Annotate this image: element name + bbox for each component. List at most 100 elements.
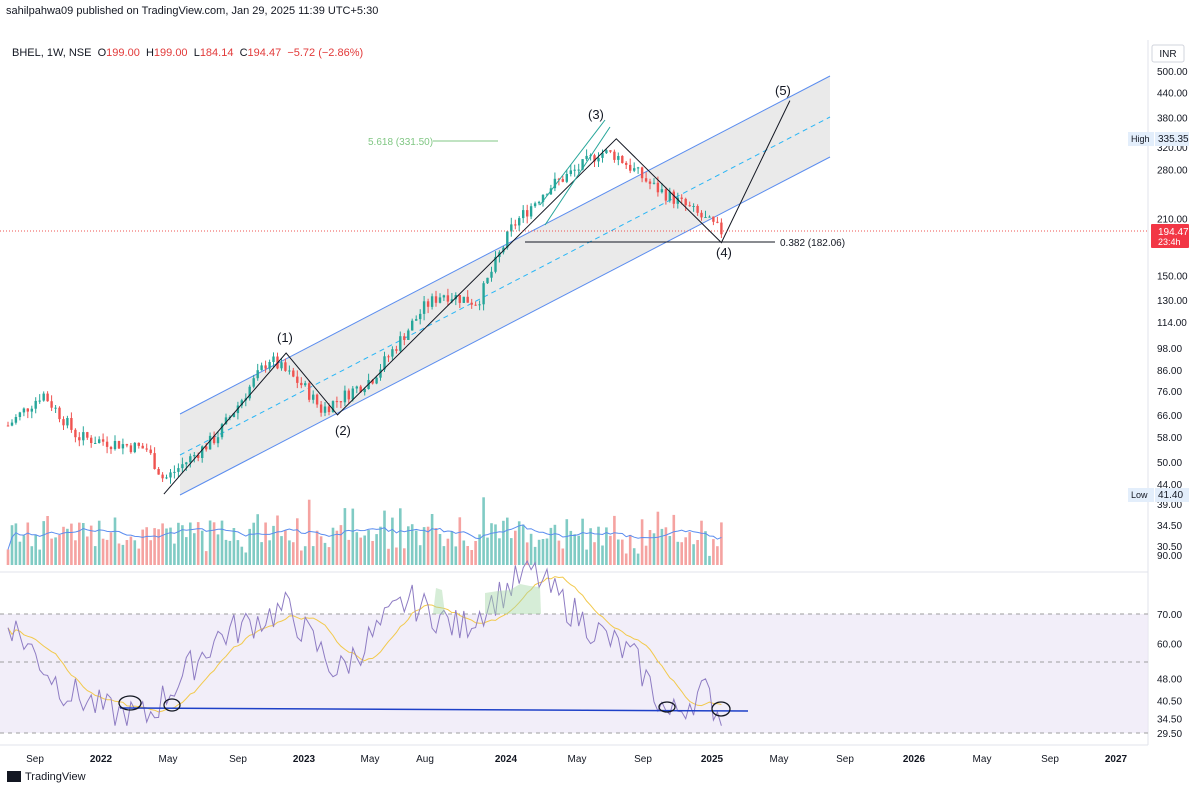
volume-bar [593, 542, 596, 565]
fib-extension-label: 5.618 (331.50) [368, 137, 433, 148]
volume-bar [78, 522, 81, 565]
candle-body [177, 468, 180, 472]
candle-body [181, 464, 184, 469]
time-tick-label: 2027 [1105, 754, 1128, 765]
volume-bar [70, 523, 73, 565]
close-label-legend: C [239, 47, 248, 59]
volume-bar [692, 544, 695, 565]
candle-body [371, 380, 374, 384]
currency-label: INR [1159, 49, 1176, 60]
brand-footer[interactable]: TradingView [7, 771, 86, 783]
volume-bar [141, 529, 144, 565]
elliott-wave-line [163, 100, 791, 495]
candle-body [125, 444, 129, 446]
price-tick-label: 114.00 [1157, 318, 1187, 329]
volume-bar [212, 522, 216, 565]
candle-body [545, 194, 549, 196]
candle-body [434, 296, 438, 303]
time-tick-label: 2025 [701, 754, 724, 765]
candle-body [474, 304, 477, 306]
candle-body [688, 205, 691, 207]
volume-bar [165, 528, 168, 565]
symbol-label[interactable]: BHEL, 1W, NSE [12, 47, 92, 59]
candle-body [284, 362, 287, 371]
candle-body [518, 218, 521, 226]
price-tick-label: 440.00 [1157, 89, 1188, 100]
volume-bar [478, 534, 481, 565]
candle-body [70, 418, 73, 430]
candle-body [712, 216, 715, 222]
rsi-tick-label: 29.50 [1157, 729, 1182, 740]
candle-body [526, 210, 529, 217]
time-tick-label: 2026 [903, 754, 926, 765]
candle-body [280, 362, 283, 369]
volume-bar [42, 521, 45, 565]
volume-bar [704, 531, 707, 565]
candle-body [351, 388, 354, 400]
high-label-box [1128, 132, 1154, 146]
volume-bar [462, 540, 466, 565]
candle-body [700, 212, 703, 218]
candle-body [161, 474, 164, 479]
volume-bar [351, 508, 355, 565]
currency-box[interactable] [1151, 44, 1185, 63]
volume-bar [315, 530, 319, 565]
candle-body [308, 383, 311, 400]
candle-body [573, 169, 576, 171]
volume-bar [343, 508, 347, 565]
volume-bar [284, 530, 287, 565]
volume-bar [450, 531, 454, 565]
volume-bar [38, 549, 41, 565]
volume-bar [561, 548, 565, 565]
candle-body [672, 191, 675, 204]
candle-body [652, 182, 656, 184]
high-value-box [1155, 132, 1189, 146]
candle-body [482, 283, 485, 305]
volume-bar [272, 525, 275, 565]
volume-bar [133, 540, 137, 565]
rsi-tick-label: 34.50 [1157, 714, 1182, 725]
volume-bar [474, 541, 477, 565]
candle-body [430, 296, 434, 307]
candle-body [260, 365, 263, 371]
volume-bar [514, 530, 517, 565]
price-tick-label: 39.00 [1157, 500, 1182, 511]
time-axis-ticks: Sep 2022 May Sep 2023 May Aug 2024 May Sep 2025 May… [26, 754, 1127, 765]
candle-body [58, 407, 61, 420]
volume-bar [54, 537, 57, 565]
candle-body [296, 376, 299, 383]
volume-bar [204, 551, 208, 565]
volume-bar [597, 526, 600, 565]
volume-bar [482, 497, 485, 565]
volume-bar [533, 546, 537, 565]
volume-bar [589, 528, 592, 565]
volume-bar [470, 550, 473, 565]
candle-body [403, 336, 406, 340]
candle-body [109, 447, 113, 450]
rsi-tick-label: 40.50 [1157, 697, 1182, 708]
volume-bar [525, 542, 529, 565]
volume-bar [200, 530, 204, 565]
high-label: High [1131, 134, 1150, 144]
volume-bar [288, 540, 291, 565]
candle-body [684, 198, 687, 206]
volume-bar [466, 546, 469, 565]
volume-bar [716, 546, 719, 565]
candle-body [640, 167, 644, 179]
candle-body [708, 216, 711, 218]
candle-body [664, 189, 668, 201]
volume-bar [93, 546, 97, 565]
volume-bar [569, 530, 573, 565]
price-tick-label: 130.00 [1157, 296, 1188, 307]
volume-bar [688, 532, 691, 565]
volume-bar [565, 519, 569, 565]
candle-body [676, 197, 679, 204]
candle-body [272, 356, 275, 362]
rsi-low-circle-4 [711, 701, 731, 717]
volume-bar [82, 523, 85, 565]
volume-bar [177, 522, 180, 565]
volume-bar [375, 534, 378, 565]
candle-body [462, 296, 465, 303]
candle-body [426, 301, 430, 307]
